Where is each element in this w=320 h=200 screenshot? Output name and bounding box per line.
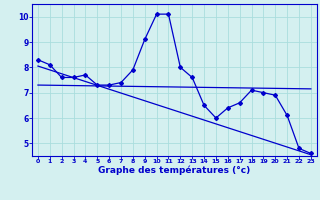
X-axis label: Graphe des températures (°c): Graphe des températures (°c)	[98, 166, 251, 175]
